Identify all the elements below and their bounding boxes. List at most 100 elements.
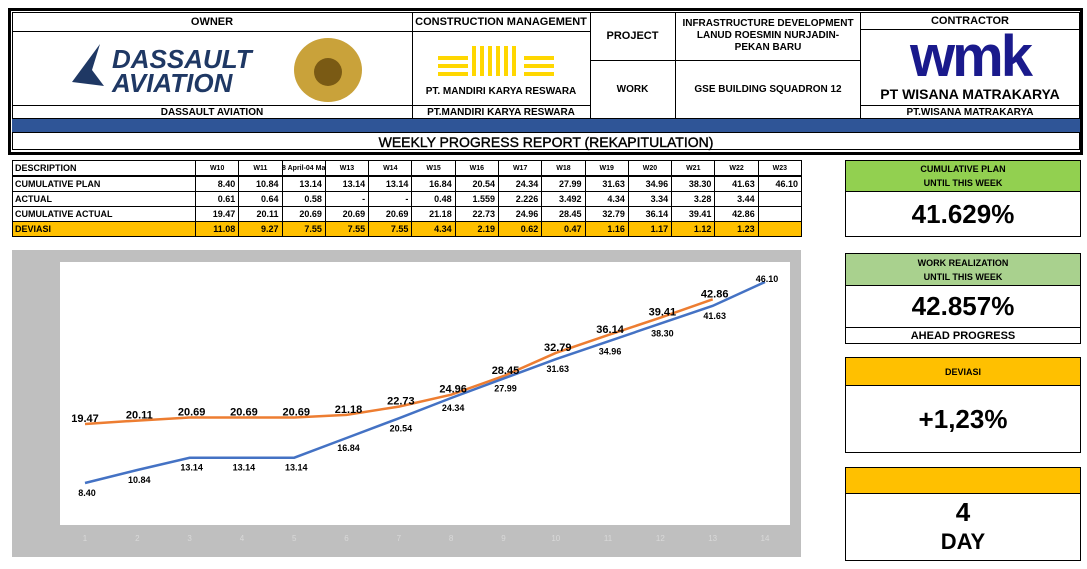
x-tick-label: 6 xyxy=(344,534,349,543)
logo-bar xyxy=(488,46,492,76)
blue-band xyxy=(12,118,1080,133)
emblem-shape xyxy=(314,58,342,86)
data-label: 20.69 xyxy=(230,406,258,418)
data-label: 20.54 xyxy=(390,423,413,433)
data-label: 21.18 xyxy=(335,404,363,416)
x-tick-label: 14 xyxy=(761,534,770,543)
table-cell: 1.16 xyxy=(584,221,629,237)
logo-shape xyxy=(72,44,104,86)
table-cell: 42.86 xyxy=(714,206,759,222)
cm-logo-text: PT. MANDIRI KARYA RESWARA xyxy=(425,85,577,97)
data-label: 20.69 xyxy=(178,406,206,418)
data-label: 22.73 xyxy=(387,396,415,408)
divider xyxy=(590,12,591,118)
owner-label: OWNER xyxy=(12,12,412,32)
data-label: 13.14 xyxy=(285,463,308,473)
table-cell: 0.47 xyxy=(541,221,586,237)
data-label: 39.41 xyxy=(649,307,677,319)
table-cell: 38.30 xyxy=(671,176,716,192)
table-cell: - xyxy=(368,191,413,207)
logo-bar xyxy=(438,56,468,60)
divider xyxy=(590,60,860,61)
logo-bar xyxy=(524,72,554,76)
table-cell: 1.17 xyxy=(627,221,673,237)
logo-bar xyxy=(496,46,500,76)
data-label: 19.47 xyxy=(71,413,99,425)
table-cell: 2.226 xyxy=(498,191,543,207)
table-cell: 28.45 xyxy=(541,206,586,222)
card-value: 4 xyxy=(955,497,971,527)
table-cell: 3.492 xyxy=(541,191,586,207)
table-cell: 20.69 xyxy=(281,206,326,222)
table-cell: 24.96 xyxy=(498,206,543,222)
x-tick-label: 4 xyxy=(240,534,245,543)
card-value-box: 4 DAY xyxy=(845,493,1081,561)
data-label: 16.84 xyxy=(337,443,360,453)
header-inner xyxy=(12,12,1080,150)
header-frame xyxy=(8,8,1083,155)
table-cell: 3.34 xyxy=(627,191,673,207)
table-cell: 10.84 xyxy=(238,176,283,192)
project-value: INFRASTRUCTURE DEVELOPMENT LANUD ROESMIN… xyxy=(682,18,854,53)
cm-name: PT.MANDIRI KARYA RESWARA xyxy=(412,105,590,118)
plot-area xyxy=(60,262,790,525)
report-title: WEEKLY PROGRESS REPORT (REKAPITULATION) xyxy=(378,133,714,150)
table-cell: 3.44 xyxy=(714,191,759,207)
card-value: +1,23% xyxy=(845,385,1081,453)
data-label: 24.96 xyxy=(439,384,467,396)
divider xyxy=(675,12,676,118)
table-cell: 0.48 xyxy=(411,191,456,207)
table-cell: 1.12 xyxy=(671,221,716,237)
contractor-logo: wmk xyxy=(910,23,1033,89)
data-label: 27.99 xyxy=(494,384,517,394)
card-subtitle: UNTIL THIS WEEK xyxy=(923,271,1003,282)
data-label: 10.84 xyxy=(128,475,151,485)
series-line xyxy=(84,280,766,485)
table-cell: W16 xyxy=(454,160,499,176)
table-cell: 4.34 xyxy=(411,221,456,237)
data-label: 20.69 xyxy=(282,406,310,418)
contractor-logo-text: PT WISANA MATRAKARYA xyxy=(880,86,1060,102)
mkr-logo xyxy=(438,46,554,76)
card-value: 42.857% xyxy=(845,285,1081,328)
data-label: 13.14 xyxy=(233,463,256,473)
table-cell: 1.559 xyxy=(454,191,499,207)
card-subtitle: UNTIL THIS WEEK xyxy=(923,178,1003,188)
table-cell: CUMULATIVE ACTUAL xyxy=(12,206,196,222)
dassault-mark xyxy=(72,44,104,86)
emblem xyxy=(294,38,362,102)
table-cell: 7.55 xyxy=(368,221,413,237)
table-cell: 20.69 xyxy=(368,206,413,222)
table-cell: DESCRIPTION xyxy=(12,160,196,176)
table-cell: 31.63 xyxy=(584,176,629,192)
table-cell: 8.40 xyxy=(195,176,240,192)
table-cell: 7.55 xyxy=(324,221,370,237)
x-tick-label: 11 xyxy=(604,534,613,543)
card-unit: DAY xyxy=(940,529,986,554)
table-cell xyxy=(757,206,802,222)
table-cell: - xyxy=(324,191,370,207)
logo-text: AVIATION xyxy=(112,68,233,98)
table-cell: W21 xyxy=(671,160,716,176)
table-cell: W11 xyxy=(238,160,283,176)
table-cell: ACTUAL xyxy=(12,191,196,207)
card-header xyxy=(845,467,1081,494)
card-title: WORK REALIZATION xyxy=(917,257,1009,268)
series-line xyxy=(84,298,714,426)
x-tick-label: 13 xyxy=(708,534,717,543)
data-label: 34.96 xyxy=(599,346,622,356)
progress-table: DESCRIPTION W10 W11 8 April-04 Ma W13 W14 W15 W… xyxy=(12,160,802,237)
logo-bar xyxy=(480,46,484,76)
table-cell: W15 xyxy=(411,160,456,176)
data-label: 46.10 xyxy=(756,274,779,284)
table-cell: 13.14 xyxy=(368,176,413,192)
table-cell: 20.69 xyxy=(324,206,370,222)
owner-name: DASSAULT AVIATION xyxy=(12,105,412,118)
table-cell: W10 xyxy=(195,160,240,176)
table-cell: 1.23 xyxy=(714,221,759,237)
table-cell: W22 xyxy=(714,160,759,176)
card-header: WORK REALIZATION UNTIL THIS WEEK xyxy=(845,253,1081,286)
table-cell: 3.28 xyxy=(671,191,716,207)
card-title: CUMULATIVE PLAN xyxy=(920,164,1006,174)
